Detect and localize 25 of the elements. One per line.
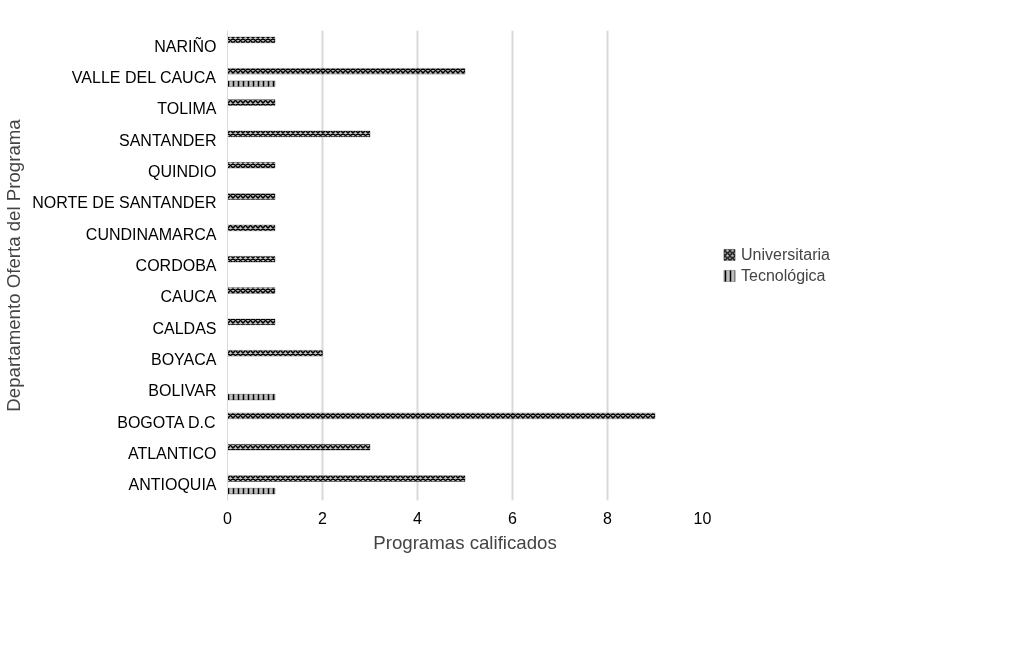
y-axis-title: Departamento Oferta del Programa (3, 118, 25, 412)
y-tick-label: QUINDIO (148, 163, 217, 180)
y-tick-label: VALLE DEL CAUCA (71, 69, 217, 86)
x-tick-label: 8 (603, 509, 613, 527)
y-tick-label: BOGOTA D.C (117, 413, 216, 431)
x-tick-label: 10 (693, 509, 712, 527)
y-tick-label: SANTANDER (119, 131, 217, 149)
y-tick-label: ATLANTICO (127, 445, 217, 462)
y-tick-label: TOLIMA (157, 100, 217, 118)
x-axis-title: Programas calificados (373, 531, 557, 553)
y-tick-label: NARIÑO (154, 35, 217, 55)
y-tick-label: CALDAS (152, 319, 217, 337)
y-tick-label: CUNDINAMARCA (85, 225, 217, 243)
y-tick-label: CAUCA (160, 288, 217, 306)
legend-label: Universitaria (741, 245, 830, 264)
y-tick-label: CORDOBA (135, 257, 217, 274)
x-tick-label: 6 (508, 509, 518, 527)
legend-label: Tecnológica (741, 266, 826, 285)
x-tick-label: 2 (318, 509, 328, 527)
y-tick-label: ANTIOQUIA (128, 476, 217, 494)
y-tick-label: NORTE DE SANTANDER (32, 194, 217, 212)
x-tick-label: 0 (223, 509, 233, 527)
x-tick-label: 4 (413, 509, 423, 527)
y-tick-label: BOYACA (151, 351, 217, 368)
y-tick-label: BOLIVAR (148, 382, 217, 400)
